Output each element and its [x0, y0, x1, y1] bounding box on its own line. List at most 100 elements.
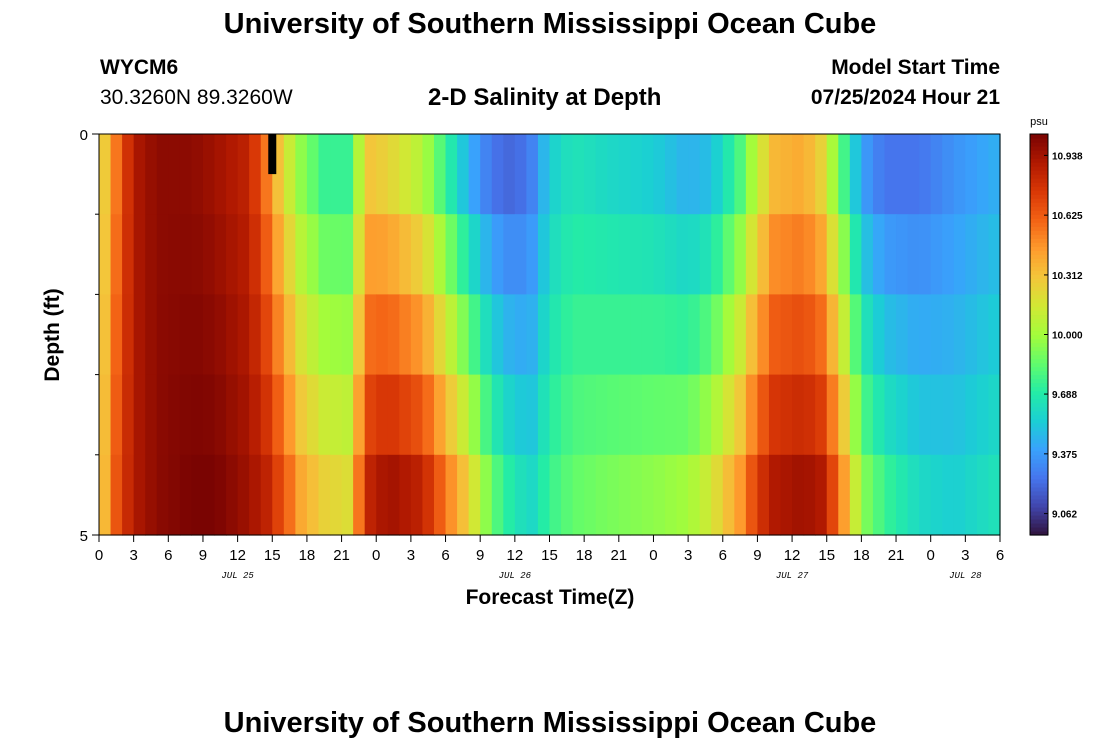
heatmap-cell [815, 214, 828, 295]
heatmap-cell [514, 374, 527, 456]
heatmap-cell [283, 214, 296, 295]
colorbar-segment [1030, 438, 1048, 444]
heatmap-cell [376, 214, 389, 295]
heatmap-cell [907, 374, 920, 456]
colorbar-segment [1030, 522, 1048, 528]
x-tick-label: 3 [684, 547, 692, 564]
heatmap-cell [260, 294, 273, 376]
heatmap-cell [849, 374, 862, 456]
heatmap-cell [122, 454, 135, 536]
heatmap-cell [353, 374, 366, 456]
heatmap-cell [202, 134, 216, 215]
heatmap-cell [653, 134, 666, 215]
heatmap-cell [537, 294, 551, 376]
heatmap-cell [976, 294, 990, 376]
heatmap-cell [306, 134, 320, 215]
heatmap-cell [665, 214, 678, 295]
colorbar-segment [1030, 294, 1048, 300]
x-tick-label: 9 [199, 547, 207, 564]
heatmap-cell [688, 214, 701, 295]
heatmap-cell [607, 454, 620, 536]
heatmap-cell [260, 214, 273, 295]
heatmap-cell [965, 294, 978, 376]
heatmap-cell [468, 214, 481, 295]
heatmap-cell [896, 374, 909, 456]
heatmap-cell [179, 374, 193, 456]
heatmap-cell [387, 214, 400, 295]
heatmap-cell [849, 214, 862, 295]
heatmap-cell [145, 454, 158, 536]
heatmap-cell [930, 214, 943, 295]
heatmap-cell [584, 134, 597, 215]
colorbar-segment [1030, 402, 1048, 408]
heatmap-cell [965, 134, 978, 215]
heatmap-cell [803, 454, 816, 536]
heatmap-cell [237, 214, 250, 295]
heatmap-cell [341, 454, 354, 536]
heatmap-cell [457, 454, 470, 536]
colorbar-segment [1030, 274, 1048, 279]
heatmap-cell [618, 454, 631, 536]
heatmap-cell [768, 134, 782, 215]
colorbar-segment [1030, 198, 1048, 203]
heatmap-cell [433, 374, 447, 456]
heatmap-cell [953, 134, 966, 215]
heatmap-cell [699, 134, 712, 215]
heatmap-cell [249, 294, 262, 376]
heatmap-cell [768, 374, 782, 456]
heatmap-cell [595, 134, 608, 215]
heatmap-cell [526, 214, 539, 295]
heatmap-cell [896, 454, 909, 536]
heatmap-cell [584, 374, 597, 456]
date-label: JUL 25 [221, 571, 254, 581]
heatmap-cell [942, 294, 955, 376]
heatmap-cell [491, 214, 504, 295]
heatmap-cell [768, 214, 782, 295]
heatmap-cell [376, 454, 389, 536]
x-tick-label: 9 [753, 547, 761, 564]
x-tick-label: 6 [164, 547, 172, 564]
heatmap-grid [99, 134, 1001, 536]
heatmap-cell [722, 454, 735, 536]
heatmap-cell [572, 374, 585, 456]
heatmap-cell [364, 214, 377, 295]
heatmap-cell [584, 214, 597, 295]
heatmap-cell [179, 454, 193, 536]
colorbar-segment [1030, 302, 1048, 308]
heatmap-cell [745, 374, 759, 456]
heatmap-cell [988, 134, 1001, 215]
heatmap-cell [99, 134, 112, 215]
heatmap-cell [168, 454, 181, 536]
heatmap-cell [757, 134, 770, 215]
heatmap-cell [561, 214, 574, 295]
colorbar-segment [1030, 446, 1048, 452]
colorbar-tick-label: 9.688 [1052, 390, 1077, 401]
heatmap-cell [884, 134, 897, 215]
colorbar-segment [1030, 270, 1048, 275]
colorbar-segment [1030, 490, 1048, 496]
heatmap-cell [399, 214, 412, 295]
heatmap-cell [803, 214, 816, 295]
heatmap-cell [145, 374, 158, 456]
heatmap-cell [491, 374, 504, 456]
heatmap-cell [110, 374, 123, 456]
colorbar-segment [1030, 334, 1048, 340]
x-tick-label: 18 [576, 547, 593, 564]
heatmap-cell [202, 294, 216, 376]
heatmap-cell [780, 374, 793, 456]
heatmap-cell [295, 214, 308, 295]
y-axis-title: Depth (ft) [41, 288, 64, 381]
heatmap-cell [133, 294, 146, 376]
heatmap-cell [826, 374, 839, 456]
colorbar-segment [1030, 166, 1048, 171]
heatmap-cell [168, 134, 181, 215]
colorbar-segment [1030, 298, 1048, 304]
colorbar-segment [1030, 278, 1048, 283]
heatmap-cell [653, 374, 666, 456]
heatmap-cell [722, 294, 735, 376]
colorbar-segment [1030, 318, 1048, 324]
heatmap-cell [861, 214, 874, 295]
heatmap-cell [561, 374, 574, 456]
heatmap-cell [653, 454, 666, 536]
